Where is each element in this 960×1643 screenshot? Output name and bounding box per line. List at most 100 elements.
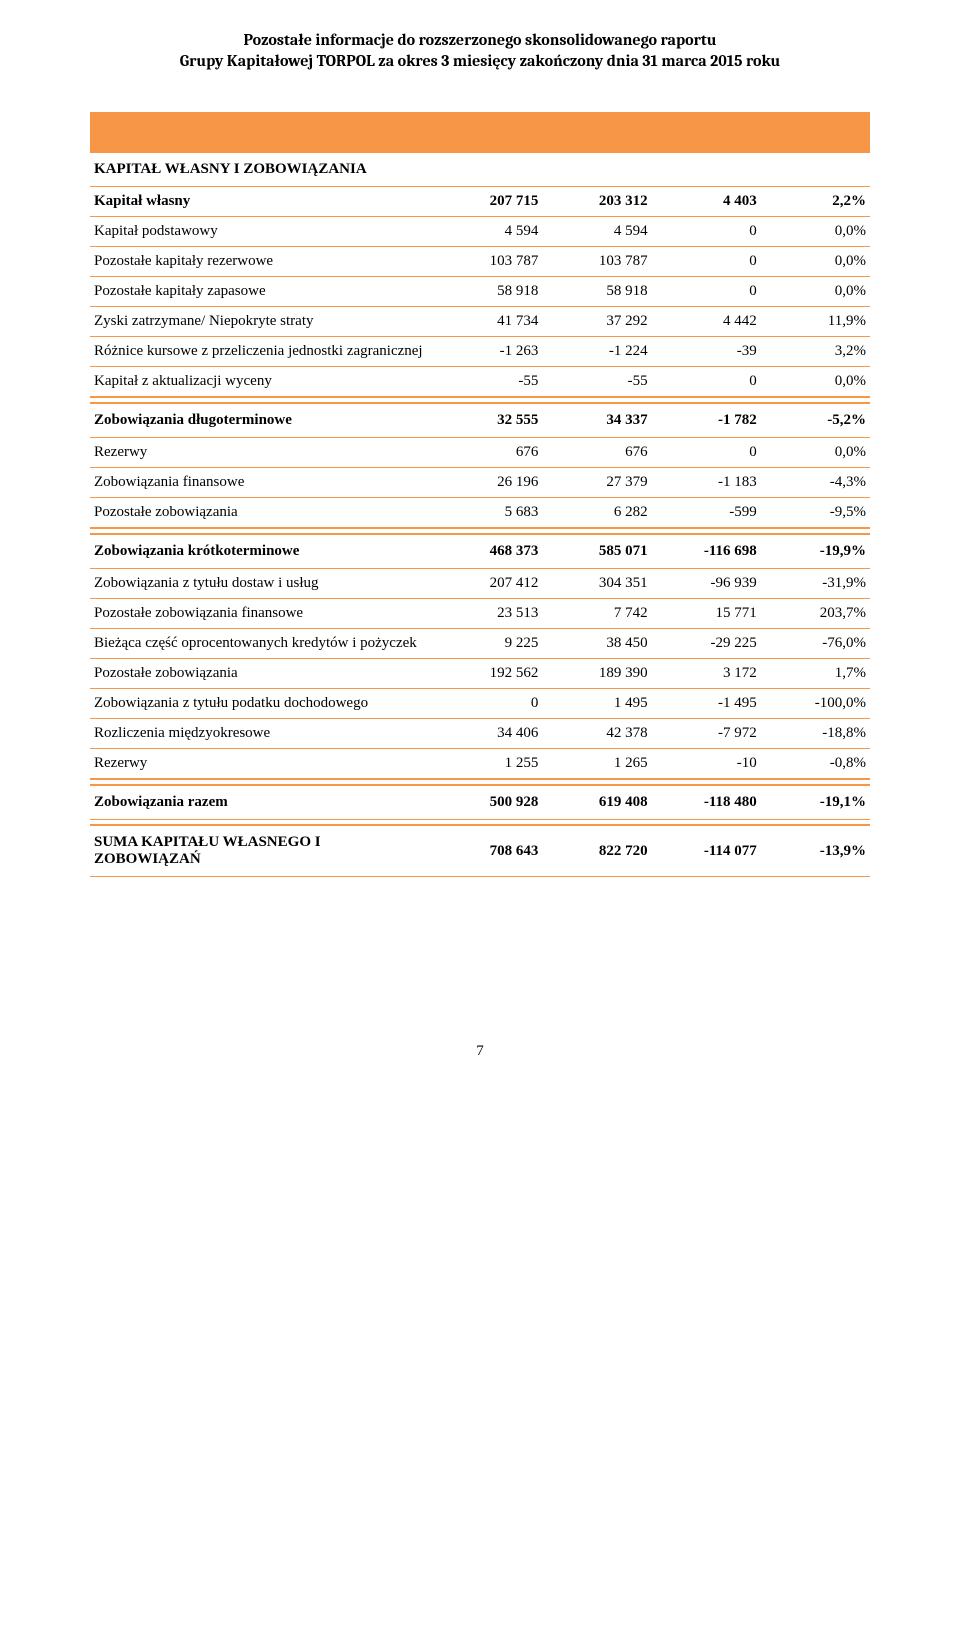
section-label: Zobowiązania krótkoterminowe (90, 534, 433, 569)
row-value: 2,2% (761, 186, 870, 216)
row-value: 42 378 (542, 718, 651, 748)
header-line-1: Pozostałe informacje do rozszerzonego sk… (90, 30, 870, 51)
section-value: -19,9% (761, 534, 870, 569)
section-value: -5,2% (761, 403, 870, 438)
section-label: SUMA KAPITAŁU WŁASNEGO I ZOBOWIĄZAŃ (90, 825, 433, 877)
table-row: Pozostałe kapitały zapasowe58 91858 9180… (90, 276, 870, 306)
table-row: Kapitał z aktualizacji wyceny-55-5500,0% (90, 366, 870, 397)
table-row: Różnice kursowe z przeliczenia jednostki… (90, 336, 870, 366)
row-value: 4 403 (652, 186, 761, 216)
row-value: 6 282 (542, 497, 651, 528)
section-row: Zobowiązania razem500 928619 408-118 480… (90, 785, 870, 820)
table-row: Zyski zatrzymane/ Niepokryte straty41 73… (90, 306, 870, 336)
row-value: -55 (433, 366, 542, 397)
row-value: 58 918 (542, 276, 651, 306)
row-value: 11,9% (761, 306, 870, 336)
row-value: 0 (433, 688, 542, 718)
row-label: Kapitał podstawowy (90, 216, 433, 246)
table-header-bar (90, 112, 870, 152)
row-value: 7 742 (542, 598, 651, 628)
row-value: -599 (652, 497, 761, 528)
table-row: Zobowiązania finansowe26 19627 379-1 183… (90, 467, 870, 497)
row-value: 9 225 (433, 628, 542, 658)
section-label: Zobowiązania razem (90, 785, 433, 820)
row-value: -4,3% (761, 467, 870, 497)
section-value (652, 152, 761, 187)
row-value: 203,7% (761, 598, 870, 628)
financial-table: KAPITAŁ WŁASNY I ZOBOWIĄZANIAKapitał wła… (90, 112, 870, 883)
row-value: 189 390 (542, 658, 651, 688)
table-row: Rezerwy67667600,0% (90, 437, 870, 467)
section-row: KAPITAŁ WŁASNY I ZOBOWIĄZANIA (90, 152, 870, 187)
row-value: 207 715 (433, 186, 542, 216)
section-value: 468 373 (433, 534, 542, 569)
header-line-2: Grupy Kapitałowej TORPOL za okres 3 mies… (90, 51, 870, 72)
section-value: 822 720 (542, 825, 651, 877)
row-value: 0 (652, 216, 761, 246)
row-label: Rozliczenia międzyokresowe (90, 718, 433, 748)
row-label: Pozostałe zobowiązania (90, 658, 433, 688)
page-footer: 7 (90, 1043, 870, 1060)
row-label: Kapitał z aktualizacji wyceny (90, 366, 433, 397)
row-value: -7 972 (652, 718, 761, 748)
row-value: 0 (652, 437, 761, 467)
row-value: 192 562 (433, 658, 542, 688)
section-row: SUMA KAPITAŁU WŁASNEGO I ZOBOWIĄZAŃ708 6… (90, 825, 870, 877)
row-value: -1 224 (542, 336, 651, 366)
document-header: Pozostałe informacje do rozszerzonego sk… (90, 30, 870, 72)
row-value: 1 265 (542, 748, 651, 779)
row-value: -29 225 (652, 628, 761, 658)
page-number: 7 (476, 1043, 484, 1059)
row-value: 41 734 (433, 306, 542, 336)
section-value: 585 071 (542, 534, 651, 569)
row-value: 58 918 (433, 276, 542, 306)
row-value: 4 442 (652, 306, 761, 336)
row-value: 3 172 (652, 658, 761, 688)
table-row: Rezerwy1 2551 265-10-0,8% (90, 748, 870, 779)
row-value: 15 771 (652, 598, 761, 628)
row-value: -9,5% (761, 497, 870, 528)
row-value: -39 (652, 336, 761, 366)
row-value: 23 513 (433, 598, 542, 628)
row-label: Zyski zatrzymane/ Niepokryte straty (90, 306, 433, 336)
row-value: -100,0% (761, 688, 870, 718)
row-value: 4 594 (433, 216, 542, 246)
table-row: Rozliczenia międzyokresowe34 40642 378-7… (90, 718, 870, 748)
table-row: Pozostałe zobowiązania finansowe23 5137 … (90, 598, 870, 628)
row-value: 1,7% (761, 658, 870, 688)
row-value: -96 939 (652, 568, 761, 598)
row-label: Różnice kursowe z przeliczenia jednostki… (90, 336, 433, 366)
row-label: Pozostałe kapitały rezerwowe (90, 246, 433, 276)
row-label: Zobowiązania z tytułu dostaw i usług (90, 568, 433, 598)
row-value: 103 787 (542, 246, 651, 276)
row-value: -76,0% (761, 628, 870, 658)
section-value: 32 555 (433, 403, 542, 438)
section-value: -116 698 (652, 534, 761, 569)
table-row: Zobowiązania z tytułu dostaw i usług207 … (90, 568, 870, 598)
row-value: 1 495 (542, 688, 651, 718)
row-value: 103 787 (433, 246, 542, 276)
row-value: -31,9% (761, 568, 870, 598)
section-value: 500 928 (433, 785, 542, 820)
row-label: Rezerwy (90, 437, 433, 467)
row-label: Pozostałe zobowiązania (90, 497, 433, 528)
section-value (761, 152, 870, 187)
spacer-cell (90, 877, 870, 883)
section-value: -19,1% (761, 785, 870, 820)
section-value: 708 643 (433, 825, 542, 877)
table-row: Pozostałe zobowiązania5 6836 282-599-9,5… (90, 497, 870, 528)
header-bar-cell (90, 112, 870, 152)
row-value: 27 379 (542, 467, 651, 497)
row-value: 676 (542, 437, 651, 467)
section-value: 34 337 (542, 403, 651, 438)
section-label: Zobowiązania długoterminowe (90, 403, 433, 438)
table-row: Zobowiązania z tytułu podatku dochodoweg… (90, 688, 870, 718)
section-value: -1 782 (652, 403, 761, 438)
section-value: -118 480 (652, 785, 761, 820)
section-value: -114 077 (652, 825, 761, 877)
section-value: 619 408 (542, 785, 651, 820)
row-value: -1 495 (652, 688, 761, 718)
row-value: -10 (652, 748, 761, 779)
row-value: 207 412 (433, 568, 542, 598)
table-row: Pozostałe kapitały rezerwowe103 787103 7… (90, 246, 870, 276)
